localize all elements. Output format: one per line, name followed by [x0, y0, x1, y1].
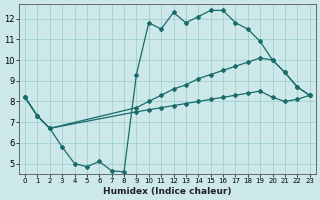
- X-axis label: Humidex (Indice chaleur): Humidex (Indice chaleur): [103, 187, 232, 196]
